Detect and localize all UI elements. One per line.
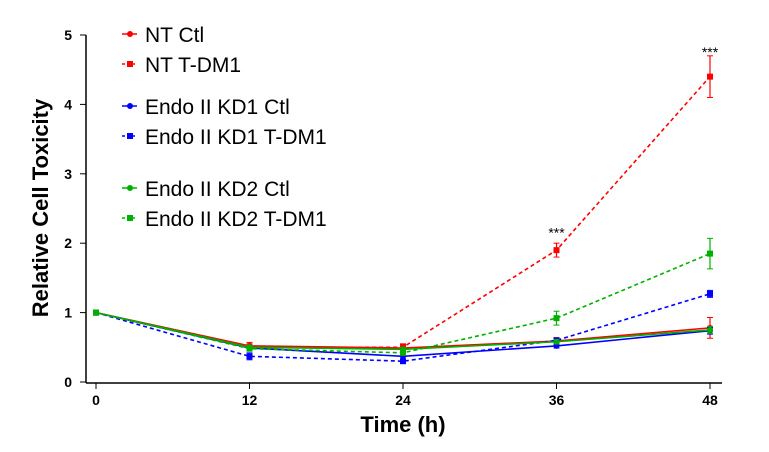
legend-label: NT T-DM1 (145, 54, 241, 77)
legend-item: NT T-DM1 (122, 54, 241, 77)
significance-annotation: *** (548, 224, 565, 240)
legend-item: NT Ctl (122, 24, 204, 47)
data-point (553, 247, 560, 254)
x-tick-label: 24 (395, 392, 411, 408)
data-point (707, 73, 713, 80)
data-point (707, 290, 713, 297)
legend-label: NT Ctl (145, 24, 204, 47)
legend-label: Endo II KD1 T-DM1 (145, 126, 327, 149)
legend-item: Endo II KD2 Ctl (122, 178, 290, 201)
y-tick-label: 4 (64, 96, 72, 112)
y-tick-label: 0 (64, 374, 72, 390)
y-tick-label: 3 (64, 166, 72, 182)
data-point (553, 342, 560, 349)
series-line (95, 293, 711, 362)
legend-marker (127, 133, 133, 139)
legend-label: Endo II KD2 T-DM1 (145, 208, 327, 231)
legend-item: Endo II KD2 T-DM1 (122, 208, 327, 231)
legend-marker (127, 103, 133, 109)
y-tick-label: 5 (64, 27, 72, 43)
legend-marker (127, 61, 133, 67)
legend-marker (127, 185, 133, 191)
data-point (553, 315, 560, 322)
legend-marker (127, 31, 133, 37)
y-axis-label: Relative Cell Toxicity (28, 98, 53, 317)
data-point (246, 353, 253, 360)
x-tick-label: 0 (92, 392, 100, 408)
significance-annotation: *** (702, 44, 719, 60)
data-point (93, 309, 99, 316)
x-tick-label: 36 (549, 392, 565, 408)
data-point (400, 358, 406, 365)
series-line (95, 252, 711, 354)
data-point (246, 345, 253, 352)
data-point (400, 349, 406, 356)
data-point (553, 338, 560, 345)
x-axis-label: Time (h) (360, 412, 445, 437)
y-tick-label: 2 (64, 235, 72, 251)
legend-label: Endo II KD2 Ctl (145, 178, 290, 201)
data-point (707, 326, 713, 333)
legend-item: Endo II KD1 Ctl (122, 96, 290, 119)
y-tick-label: 1 (64, 305, 72, 321)
series-line (95, 311, 711, 349)
x-tick-label: 48 (702, 392, 718, 408)
legend-item: Endo II KD1 T-DM1 (122, 126, 327, 149)
legend-marker (127, 215, 133, 221)
x-tick-label: 12 (242, 392, 258, 408)
data-point (707, 250, 713, 257)
legend-label: Endo II KD1 Ctl (145, 96, 290, 119)
